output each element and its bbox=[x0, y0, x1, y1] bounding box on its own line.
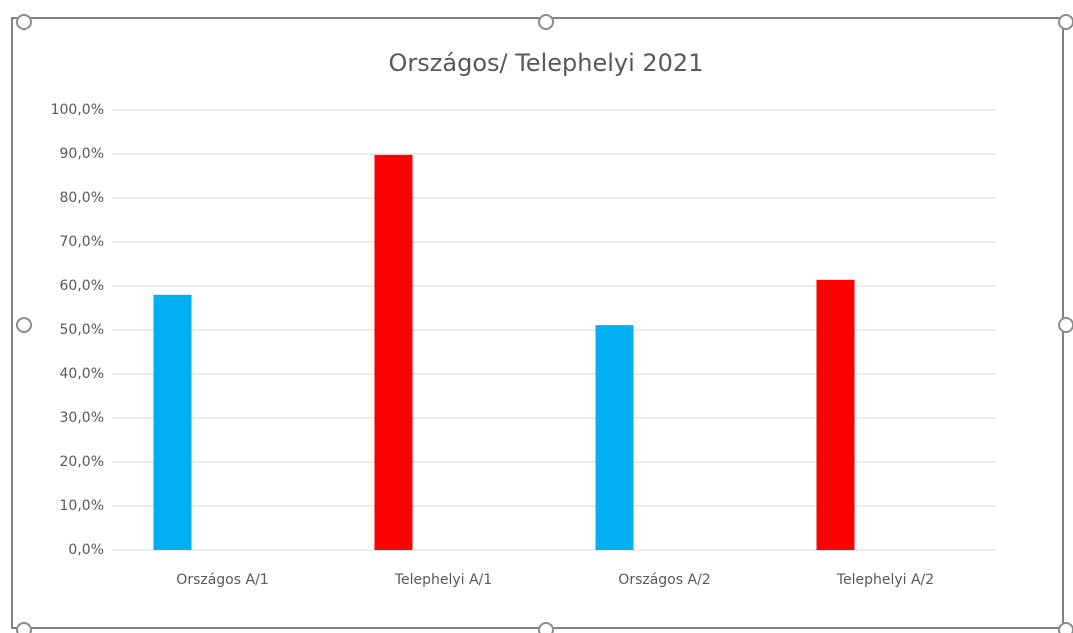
chart-title: Országos/ Telephelyi 2021 bbox=[389, 49, 704, 77]
y-tick-label: 50,0% bbox=[60, 322, 104, 338]
bar bbox=[816, 279, 855, 550]
y-tick-label: 90,0% bbox=[60, 146, 104, 162]
handle[interactable] bbox=[16, 14, 32, 30]
handle[interactable] bbox=[1058, 622, 1073, 633]
y-tick-label: 80,0% bbox=[60, 190, 104, 206]
y-tick-label: 30,0% bbox=[60, 410, 104, 426]
y-tick-label: 70,0% bbox=[60, 234, 104, 250]
y-tick-label: 10,0% bbox=[60, 498, 104, 514]
handle[interactable] bbox=[538, 14, 554, 30]
y-tick-label: 60,0% bbox=[60, 278, 104, 294]
y-tick-label: 100,0% bbox=[51, 102, 104, 118]
x-tick-label: Országos A/1 bbox=[176, 572, 268, 588]
bar bbox=[374, 154, 413, 550]
x-tick-label: Országos A/2 bbox=[618, 572, 710, 588]
handle[interactable] bbox=[538, 622, 554, 633]
selection-handles bbox=[16, 14, 1073, 633]
y-tick-label: 20,0% bbox=[60, 454, 104, 470]
x-tick-label: Telephelyi A/2 bbox=[836, 572, 934, 588]
y-tick-label: 40,0% bbox=[60, 366, 104, 382]
handle[interactable] bbox=[16, 622, 32, 633]
handle[interactable] bbox=[16, 317, 32, 333]
handle[interactable] bbox=[1058, 317, 1073, 333]
bar bbox=[595, 325, 634, 550]
y-tick-label: 0,0% bbox=[68, 542, 104, 558]
handle[interactable] bbox=[1058, 14, 1073, 30]
bar bbox=[153, 294, 192, 550]
x-tick-label: Telephelyi A/1 bbox=[394, 572, 492, 588]
